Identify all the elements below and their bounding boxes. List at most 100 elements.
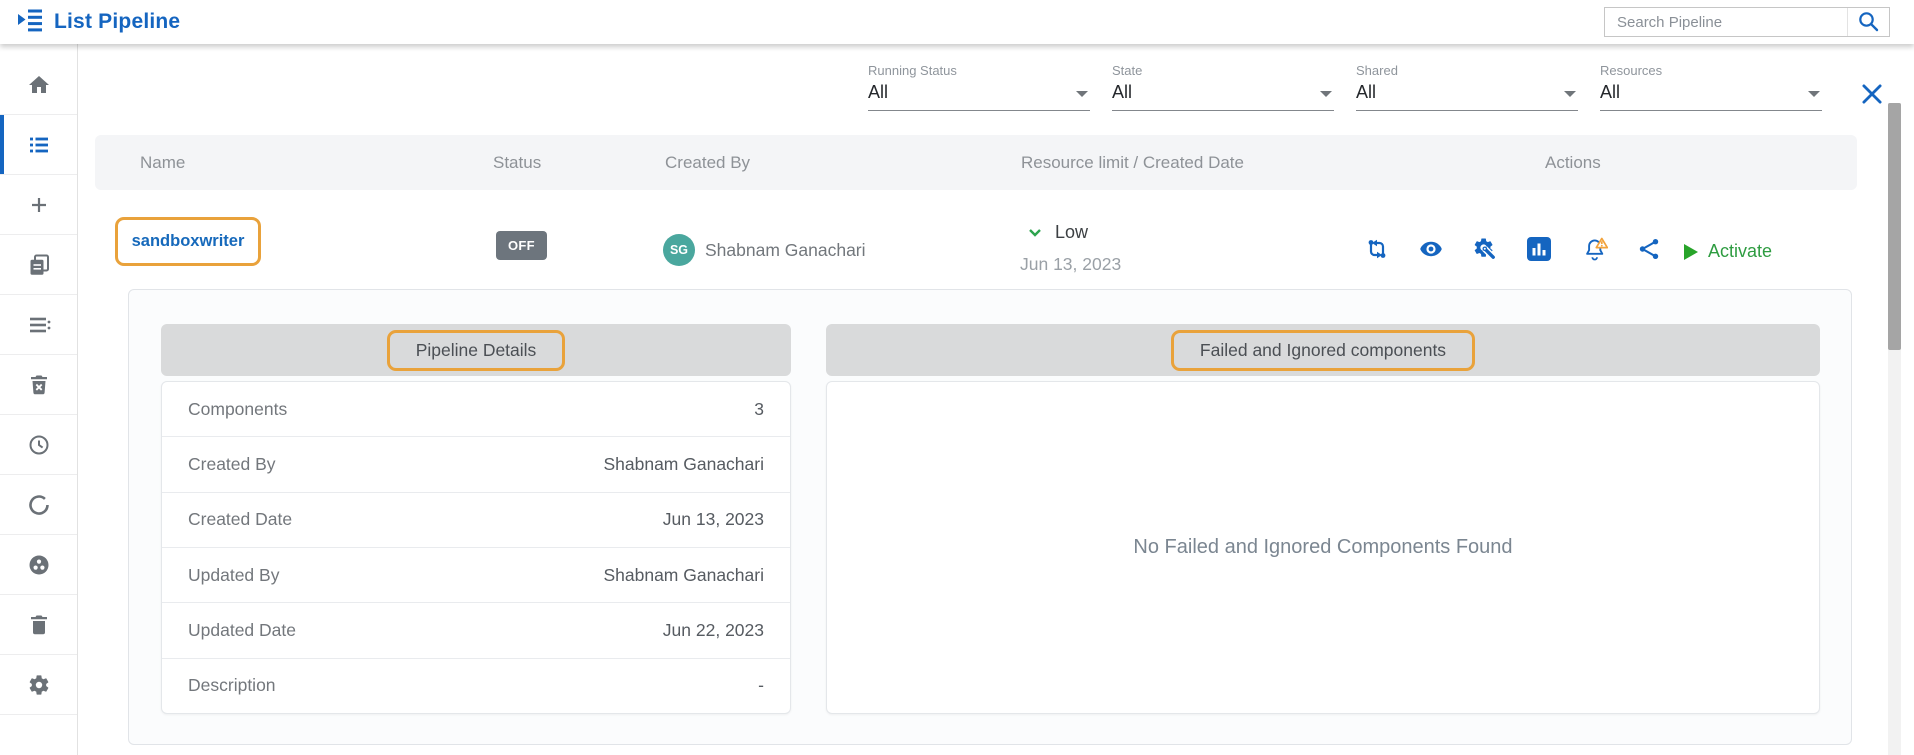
detail-row-created-by: Created By Shabnam Ganachari <box>162 437 790 493</box>
search-input[interactable] <box>1605 8 1847 36</box>
filter-value: All <box>1356 82 1377 102</box>
list-alt-icon <box>29 317 50 332</box>
highlight-box-failed-components: Failed and Ignored components <box>1170 329 1476 371</box>
home-icon <box>28 75 49 93</box>
sidebar-item-list-alt[interactable] <box>0 295 77 355</box>
sidebar-item-add[interactable] <box>0 175 77 235</box>
detail-row-description: Description - <box>162 659 790 713</box>
history-icon <box>29 435 48 454</box>
column-header-name: Name <box>140 153 186 172</box>
detail-label: Description <box>188 675 276 696</box>
bar-chart-icon[interactable] <box>1527 237 1551 261</box>
detail-label: Created Date <box>188 509 293 530</box>
detail-label: Created By <box>188 453 276 474</box>
status-badge: OFF <box>496 231 547 260</box>
detail-value: Jun 13, 2023 <box>662 509 764 530</box>
chevron-down-icon <box>1029 228 1041 237</box>
page-title: List Pipeline <box>54 10 181 33</box>
sidebar-item-trash[interactable] <box>0 595 77 655</box>
detail-value: Shabnam Ganachari <box>603 453 764 474</box>
sidebar-item-history[interactable] <box>0 415 77 475</box>
close-filters-button[interactable] <box>1858 80 1885 107</box>
activate-label: Activate <box>1708 241 1773 261</box>
main-content: Running Status All State All Shared All … <box>78 44 1914 755</box>
search-icon <box>1858 12 1878 32</box>
highlight-box-pipeline-details: Pipeline Details <box>386 329 566 371</box>
chevron-down-icon <box>1320 91 1332 97</box>
share-icon[interactable] <box>1638 237 1660 261</box>
detail-row-created-date: Created Date Jun 13, 2023 <box>162 493 790 548</box>
filter-value: All <box>1112 82 1133 102</box>
gear-wrench-icon[interactable] <box>1473 237 1497 261</box>
play-icon <box>1684 243 1698 260</box>
vertical-scrollbar[interactable] <box>1888 103 1901 755</box>
chevron-down-icon <box>1808 91 1820 97</box>
empty-state-message: No Failed and Ignored Components Found <box>1133 536 1513 558</box>
pipeline-details-title: Pipeline Details <box>415 339 537 360</box>
resource-limit-value: Low <box>1055 222 1089 242</box>
detail-label: Updated Date <box>188 619 296 640</box>
sidebar-item-delete-x[interactable] <box>0 355 77 415</box>
brand: List Pipeline <box>16 6 180 38</box>
avatar: SG <box>663 234 695 266</box>
filter-shared[interactable]: Shared All <box>1356 63 1578 111</box>
column-header-status: Status <box>493 153 542 172</box>
row-actions <box>1365 237 1660 261</box>
sidebar-item-settings[interactable] <box>0 655 77 715</box>
sidebar-item-copy[interactable] <box>0 235 77 295</box>
pipeline-details-header: Pipeline Details <box>161 324 791 376</box>
resource-limit-select[interactable]: Low <box>1028 222 1088 243</box>
detail-row-updated-by: Updated By Shabnam Ganachari <box>162 548 790 604</box>
swap-icon[interactable] <box>1365 237 1389 261</box>
filter-label: Running Status <box>868 63 957 78</box>
pipeline-logo-icon <box>16 6 44 38</box>
failed-components-body: No Failed and Ignored Components Found <box>826 381 1820 714</box>
failed-components-title: Failed and Ignored components <box>1199 339 1447 360</box>
close-icon <box>1861 83 1882 104</box>
settings-icon <box>29 674 48 695</box>
column-header-actions: Actions <box>1545 153 1601 172</box>
filter-running-status[interactable]: Running Status All <box>868 63 1090 111</box>
table-header: Name Status Created By Resource limit / … <box>95 135 1857 190</box>
column-header-resource: Resource limit / Created Date <box>1021 153 1244 172</box>
detail-value: 3 <box>754 398 764 419</box>
filter-value: All <box>868 82 889 102</box>
detail-label: Updated By <box>188 564 280 585</box>
pipeline-details-table: Components 3 Created By Shabnam Ganachar… <box>161 381 791 714</box>
filter-label: Shared <box>1356 63 1398 78</box>
detail-value: Shabnam Ganachari <box>603 564 764 585</box>
scrollbar-thumb[interactable] <box>1888 103 1901 350</box>
sidebar-item-home[interactable] <box>0 55 77 115</box>
detail-label: Components <box>188 398 288 419</box>
pipeline-name-link[interactable]: sandboxwriter <box>131 232 245 250</box>
created-by-value: Shabnam Ganachari <box>705 240 866 260</box>
trash-icon <box>30 615 47 634</box>
highlight-box-name: sandboxwriter <box>115 217 261 266</box>
bell-warning-icon[interactable] <box>1581 237 1608 261</box>
filter-value: All <box>1600 82 1621 102</box>
sidebar-item-refresh[interactable] <box>0 475 77 535</box>
chevron-down-icon <box>1076 91 1088 97</box>
cluster-icon <box>29 555 48 574</box>
sidebar <box>0 44 78 755</box>
sidebar-item-list-pipeline[interactable] <box>0 115 77 175</box>
filter-label: Resources <box>1600 63 1663 78</box>
delete-x-icon <box>30 375 47 394</box>
search-button[interactable] <box>1847 8 1889 36</box>
search-box <box>1604 7 1890 37</box>
column-header-created-by: Created By <box>665 153 751 172</box>
filter-resources[interactable]: Resources All <box>1600 63 1822 111</box>
detail-row-updated-date: Updated Date Jun 22, 2023 <box>162 603 790 659</box>
detail-value: Jun 22, 2023 <box>662 619 764 640</box>
chevron-down-icon <box>1564 91 1576 97</box>
created-date-value: Jun 13, 2023 <box>1020 254 1122 274</box>
activate-button[interactable]: Activate <box>1683 241 1772 262</box>
filter-state[interactable]: State All <box>1112 63 1334 111</box>
sidebar-item-cluster[interactable] <box>0 535 77 595</box>
failed-components-panel: Failed and Ignored components No Failed … <box>826 324 1820 714</box>
eye-icon[interactable] <box>1419 237 1443 261</box>
detail-value: - <box>758 675 764 696</box>
plus-icon <box>31 197 46 212</box>
refresh-icon <box>28 494 49 515</box>
pipeline-details-panel: Pipeline Details Components 3 Created By… <box>161 324 791 714</box>
